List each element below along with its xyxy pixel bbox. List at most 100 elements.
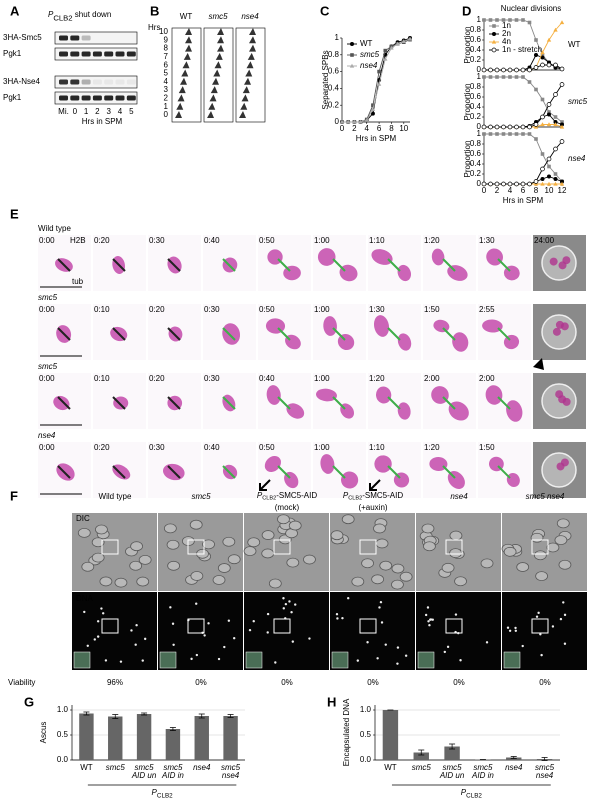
dna-spot bbox=[223, 645, 226, 649]
spindle bbox=[442, 396, 456, 410]
cell bbox=[77, 527, 91, 538]
microscopy-frame bbox=[313, 442, 366, 498]
data-point bbox=[559, 139, 565, 144]
data-point bbox=[345, 119, 351, 124]
nucleus bbox=[506, 400, 523, 422]
dna-spot bbox=[207, 622, 210, 625]
histogram-frame bbox=[203, 27, 234, 123]
nucleus bbox=[371, 249, 393, 265]
data-point bbox=[481, 67, 487, 73]
blot-band bbox=[92, 79, 102, 85]
data-point bbox=[540, 50, 545, 55]
histogram-frame bbox=[171, 27, 202, 123]
spindle bbox=[497, 327, 511, 341]
error-bar bbox=[510, 756, 517, 759]
spindle bbox=[112, 465, 126, 479]
time-label: 1:00 bbox=[314, 236, 330, 245]
y-tick-label: 0 bbox=[477, 179, 482, 188]
x-tick-label: 2 bbox=[352, 124, 357, 133]
dna-spot bbox=[459, 659, 462, 662]
data-point bbox=[377, 69, 381, 74]
data-point bbox=[507, 124, 513, 130]
dna-spot bbox=[551, 625, 555, 628]
data-point bbox=[527, 132, 532, 136]
group-label-sub: CLB2 bbox=[157, 792, 173, 799]
data-point bbox=[559, 20, 565, 25]
panel-letter: A bbox=[10, 3, 20, 18]
inset bbox=[331, 651, 349, 669]
data-point bbox=[488, 18, 493, 22]
dna-spot bbox=[282, 607, 285, 610]
y-tick-label: 1 bbox=[335, 33, 340, 42]
x-tick-label: nse4 bbox=[222, 771, 240, 780]
y-tick-label: 6 bbox=[164, 60, 169, 69]
cell bbox=[533, 550, 547, 561]
data-point bbox=[521, 75, 525, 79]
dna-spot bbox=[135, 623, 138, 627]
time-label: 2:00 bbox=[479, 374, 495, 383]
flow-histogram bbox=[204, 52, 233, 60]
dna-spot bbox=[336, 617, 339, 620]
nucleus bbox=[375, 386, 392, 404]
y-tick-label: 0.0 bbox=[57, 755, 69, 764]
data-point bbox=[540, 97, 545, 102]
y-tick-label: 2 bbox=[164, 94, 169, 103]
inset bbox=[503, 651, 521, 669]
dna-spot bbox=[233, 637, 236, 640]
data-point bbox=[520, 124, 526, 130]
nucleus bbox=[341, 471, 359, 489]
x-tick-label: smc5 bbox=[473, 763, 493, 772]
dna-spot bbox=[190, 657, 193, 661]
dna-spot bbox=[396, 646, 400, 649]
zoom-box bbox=[273, 539, 291, 555]
error-bar bbox=[198, 713, 205, 719]
chart-label: smc5 bbox=[568, 97, 588, 106]
cell bbox=[129, 560, 143, 571]
dna-spot bbox=[130, 629, 133, 632]
time-label: 0:30 bbox=[204, 374, 220, 383]
time-label: 0:10 bbox=[94, 374, 110, 383]
flow-histogram bbox=[172, 77, 201, 85]
x-tick-label: 0 bbox=[340, 124, 345, 133]
nucleus bbox=[562, 256, 571, 265]
nucleus bbox=[482, 319, 503, 333]
zoom-box bbox=[101, 539, 119, 555]
data-point bbox=[514, 18, 519, 22]
microscopy-frame bbox=[423, 442, 476, 498]
spindle bbox=[222, 465, 236, 479]
bar bbox=[444, 746, 460, 760]
cell bbox=[95, 524, 108, 535]
data-point bbox=[540, 181, 545, 186]
spindle bbox=[277, 465, 291, 479]
microscopy-frame bbox=[478, 304, 531, 360]
cell bbox=[114, 577, 128, 588]
lane-label: 2 bbox=[95, 107, 100, 116]
flow-histogram bbox=[172, 44, 201, 52]
time-label: 1:30 bbox=[369, 305, 385, 314]
arrow bbox=[259, 479, 271, 491]
cell bbox=[217, 563, 231, 573]
column-label-sub: CLB2 bbox=[348, 496, 362, 502]
cell bbox=[391, 579, 404, 590]
dna-spot bbox=[96, 620, 100, 623]
column-label-main: P bbox=[257, 491, 263, 500]
dna-spot bbox=[514, 629, 518, 632]
data-point bbox=[520, 181, 526, 187]
time-label: 0:20 bbox=[149, 305, 165, 314]
data-point bbox=[527, 80, 532, 84]
microscopy-frame bbox=[423, 304, 476, 360]
dna-spot bbox=[169, 606, 172, 609]
y-tick-label: 1 bbox=[477, 15, 482, 24]
data-point bbox=[507, 67, 513, 73]
spindle bbox=[387, 258, 401, 272]
data-point bbox=[553, 181, 558, 186]
group-label-main: P bbox=[152, 788, 158, 797]
time-label: 1:50 bbox=[424, 305, 440, 314]
dna-spot bbox=[93, 638, 96, 641]
time-label: 2:00 bbox=[424, 374, 440, 383]
dna-spot bbox=[119, 660, 123, 663]
y-axis-label: Encapsulated DNA bbox=[342, 698, 351, 766]
data-point bbox=[553, 120, 558, 124]
data-point bbox=[546, 156, 552, 162]
blot-frame bbox=[54, 75, 138, 89]
